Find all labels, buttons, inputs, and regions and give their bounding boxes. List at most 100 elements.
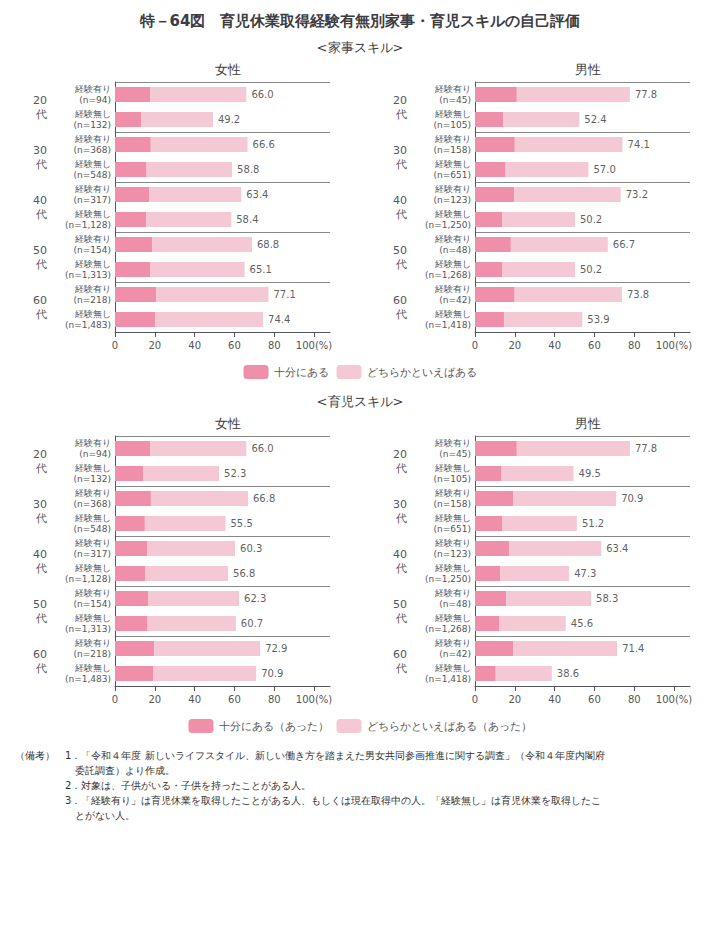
- svg-text:(n=45): (n=45): [439, 95, 471, 105]
- svg-text:66.6: 66.6: [253, 139, 275, 150]
- svg-text:経験無し: 経験無し: [434, 159, 471, 169]
- svg-text:74.4: 74.4: [268, 314, 290, 325]
- svg-text:代: 代: [35, 208, 47, 221]
- svg-text:(n=218): (n=218): [74, 649, 111, 659]
- svg-text:経験有り: 経験有り: [74, 538, 111, 548]
- svg-text:経験有り: 経験有り: [434, 134, 471, 144]
- svg-text:100(%): 100(%): [656, 340, 692, 351]
- svg-text:80: 80: [628, 340, 641, 351]
- svg-text:(n=317): (n=317): [74, 195, 111, 205]
- svg-text:経験無し: 経験無し: [434, 259, 471, 269]
- svg-text:代: 代: [395, 662, 407, 675]
- svg-text:50: 50: [393, 598, 407, 611]
- svg-text:女性: 女性: [215, 416, 241, 431]
- svg-text:20: 20: [508, 340, 521, 351]
- svg-text:(n=48): (n=48): [439, 245, 471, 255]
- svg-text:49.2: 49.2: [218, 114, 240, 125]
- svg-text:66.0: 66.0: [251, 89, 273, 100]
- svg-text:(n=1,268): (n=1,268): [425, 624, 471, 634]
- svg-text:代: 代: [395, 612, 407, 625]
- svg-text:100(%): 100(%): [296, 340, 332, 351]
- svg-text:経験有り: 経験有り: [74, 488, 111, 498]
- svg-text:(n=218): (n=218): [74, 295, 111, 305]
- svg-text:73.8: 73.8: [627, 289, 649, 300]
- svg-text:経験有り: 経験有り: [434, 84, 471, 94]
- svg-text:30: 30: [393, 498, 407, 511]
- svg-text:52.3: 52.3: [224, 468, 246, 479]
- svg-text:代: 代: [35, 462, 47, 475]
- svg-text:58.8: 58.8: [237, 164, 259, 175]
- svg-text:代: 代: [35, 308, 47, 321]
- svg-text:77.8: 77.8: [635, 443, 657, 454]
- svg-text:代: 代: [395, 158, 407, 171]
- svg-text:（備考） 1．「令和４年度 新しいライフスタイル、新しい働き: （備考） 1．「令和４年度 新しいライフスタイル、新しい働き方を踏まえた男女共同…: [15, 750, 605, 761]
- svg-text:100(%): 100(%): [656, 694, 692, 705]
- svg-text:(n=1,313): (n=1,313): [65, 624, 111, 634]
- svg-text:代: 代: [395, 108, 407, 121]
- svg-text:(n=42): (n=42): [439, 295, 471, 305]
- svg-text:(n=94): (n=94): [79, 449, 111, 459]
- svg-text:74.1: 74.1: [628, 139, 650, 150]
- svg-text:(n=1,128): (n=1,128): [65, 574, 111, 584]
- svg-text:(n=158): (n=158): [434, 145, 471, 155]
- svg-text:(n=1,483): (n=1,483): [65, 320, 111, 330]
- svg-text:どちらかといえばある: どちらかといえばある: [367, 366, 477, 379]
- svg-text:60: 60: [33, 294, 47, 307]
- svg-text:経験無し: 経験無し: [74, 663, 111, 673]
- svg-text:経験無し: 経験無し: [434, 309, 471, 319]
- svg-text:50: 50: [393, 244, 407, 257]
- svg-text:(n=42): (n=42): [439, 649, 471, 659]
- svg-text:男性: 男性: [575, 62, 601, 77]
- svg-text:代: 代: [35, 662, 47, 675]
- svg-text:(n=154): (n=154): [74, 599, 111, 609]
- svg-text:40: 40: [33, 548, 47, 561]
- svg-text:53.9: 53.9: [587, 314, 609, 325]
- svg-text:51.2: 51.2: [582, 518, 604, 529]
- svg-text:40: 40: [548, 694, 561, 705]
- svg-text:77.1: 77.1: [273, 289, 295, 300]
- svg-text:(n=1,268): (n=1,268): [425, 270, 471, 280]
- svg-text:経験無し: 経験無し: [434, 613, 471, 623]
- svg-text:60: 60: [588, 694, 601, 705]
- svg-text:40: 40: [548, 340, 561, 351]
- svg-text:(n=368): (n=368): [74, 145, 111, 155]
- svg-text:68.8: 68.8: [257, 239, 279, 250]
- svg-text:(n=123): (n=123): [434, 195, 471, 205]
- svg-text:40: 40: [393, 194, 407, 207]
- svg-text:どちらかといえばある（あった）: どちらかといえばある（あった）: [367, 720, 532, 733]
- svg-text:経験有り: 経験有り: [434, 588, 471, 598]
- svg-text:2．対象は、子供がいる・子供を持ったことがある人。: 2．対象は、子供がいる・子供を持ったことがある人。: [15, 780, 311, 791]
- svg-text:(n=651): (n=651): [434, 524, 471, 534]
- svg-text:経験無し: 経験無し: [74, 209, 111, 219]
- svg-text:(n=132): (n=132): [74, 474, 111, 484]
- svg-text:65.1: 65.1: [250, 264, 272, 275]
- svg-text:80: 80: [268, 340, 281, 351]
- svg-text:60.7: 60.7: [241, 618, 263, 629]
- svg-text:十分にある（あった）: 十分にある（あった）: [219, 720, 329, 733]
- svg-text:代: 代: [395, 208, 407, 221]
- svg-text:経験有り: 経験有り: [434, 488, 471, 498]
- svg-text:49.5: 49.5: [579, 468, 601, 479]
- svg-text:30: 30: [33, 144, 47, 157]
- svg-text:73.2: 73.2: [626, 189, 648, 200]
- svg-text:(n=45): (n=45): [439, 449, 471, 459]
- svg-text:60: 60: [393, 648, 407, 661]
- svg-text:経験有り: 経験有り: [74, 638, 111, 648]
- svg-text:代: 代: [395, 462, 407, 475]
- svg-text:71.4: 71.4: [622, 643, 644, 654]
- svg-text:30: 30: [393, 144, 407, 157]
- svg-text:(n=105): (n=105): [434, 474, 471, 484]
- svg-text:20: 20: [148, 340, 161, 351]
- svg-text:経験有り: 経験有り: [74, 284, 111, 294]
- svg-text:とがない人。: とがない人。: [15, 810, 135, 821]
- svg-text:60: 60: [393, 294, 407, 307]
- svg-text:66.0: 66.0: [251, 443, 273, 454]
- svg-text:20: 20: [393, 94, 407, 107]
- svg-text:委託調査）より作成。: 委託調査）より作成。: [15, 765, 175, 776]
- svg-text:(n=368): (n=368): [74, 499, 111, 509]
- svg-text:72.9: 72.9: [265, 643, 287, 654]
- svg-text:70.9: 70.9: [621, 493, 643, 504]
- svg-text:代: 代: [35, 562, 47, 575]
- svg-text:特－64図 育児休業取得経験有無別家事・育児スキルの自己評価: 特－64図 育児休業取得経験有無別家事・育児スキルの自己評価: [139, 12, 581, 30]
- svg-text:経験無し: 経験無し: [74, 259, 111, 269]
